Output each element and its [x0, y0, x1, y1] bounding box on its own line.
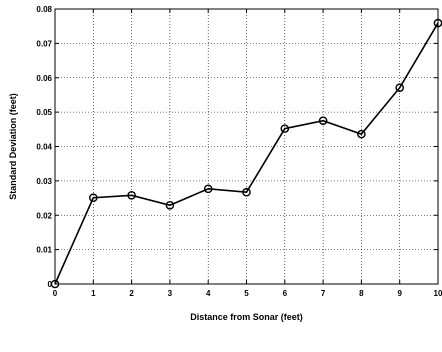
x-tick-label: 0: [53, 289, 58, 298]
data-point-marker: [89, 193, 98, 203]
x-tick-label: 5: [244, 289, 249, 298]
series-line: [54, 22, 439, 285]
x-tick-label: 6: [283, 289, 288, 298]
y-tick-label: 0.07: [36, 39, 52, 48]
x-tick-label: 1: [91, 289, 96, 298]
y-tick-label: 0.02: [36, 211, 52, 220]
y-tick-label: 0.05: [36, 108, 52, 117]
y-tick-label: 0.08: [36, 5, 52, 14]
data-point-marker: [242, 187, 251, 197]
x-tick-label: 2: [129, 289, 134, 298]
x-tick-label: 10: [434, 289, 442, 298]
x-tick-label: 8: [359, 289, 364, 298]
x-tick-label: 9: [397, 289, 402, 298]
y-tick-label: 0.03: [36, 177, 52, 186]
x-axis-label: Distance from Sonar (feet): [190, 312, 303, 322]
data-point-marker: [203, 184, 213, 194]
y-tick-label: 0.01: [36, 246, 52, 255]
axis-ticks: 0 1 2 3 4 5 6 7 8 9 10 0 0.01 0.02 0.03 0.04 0.05 0.06 0.0…: [36, 5, 442, 298]
data-point-marker: [357, 129, 366, 139]
data-point-marker: [165, 200, 175, 210]
y-tick-label: 0.04: [36, 143, 52, 152]
plot-frame: [54, 8, 439, 285]
x-tick-label: 3: [168, 289, 173, 298]
y-tick-label: 0.06: [36, 74, 52, 83]
y-axis-label: Standard Deviation (feet): [8, 93, 18, 200]
data-point-marker: [280, 124, 290, 133]
series: [50, 18, 442, 289]
x-tick-label: 4: [206, 289, 211, 298]
data-point-marker: [318, 116, 328, 126]
x-tick-label: 7: [321, 289, 326, 298]
data-point-marker: [395, 83, 405, 93]
data-point-marker: [127, 191, 136, 200]
y-tick-label: 0: [48, 280, 53, 289]
